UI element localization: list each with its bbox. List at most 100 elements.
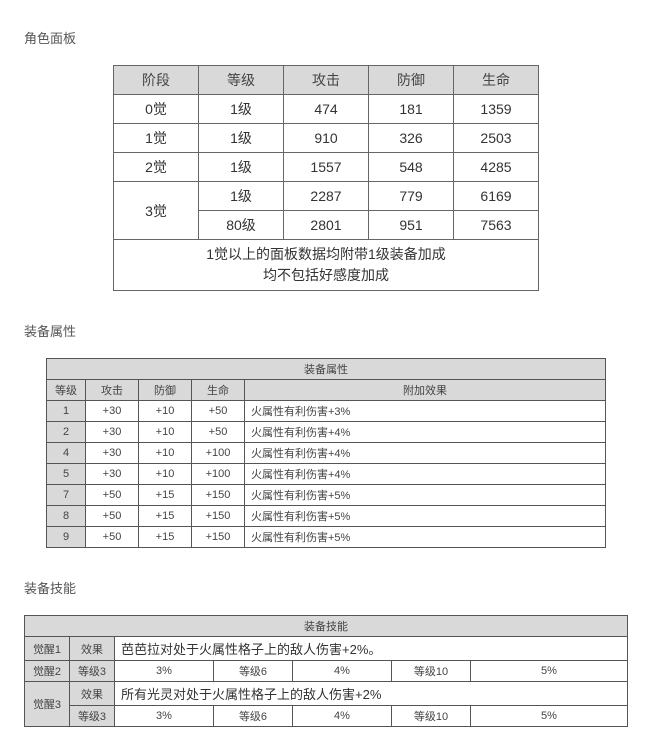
equip-row: 8+50+15+150火属性有利伤害+5% [47, 506, 606, 527]
panel-cell-stage: 3觉 [114, 182, 199, 240]
panel-note-row: 1觉以上的面板数据均附带1级装备加成 均不包括好感度加成 [114, 240, 539, 291]
section-title-panel: 角色面板 [24, 28, 628, 47]
equip-cell-lvl: 2 [47, 422, 86, 443]
panel-cell-stage: 0觉 [114, 95, 199, 124]
equip-cell-atk: +30 [86, 422, 139, 443]
panel-cell-level: 1级 [199, 182, 284, 211]
skill-tier-val: 3% [115, 661, 214, 682]
equip-cell-effect: 火属性有利伤害+5% [245, 527, 606, 548]
section-title-equip: 装备属性 [24, 321, 628, 340]
equip-cell-hp: +150 [192, 485, 245, 506]
equip-table-wrap: 装备属性 等级 攻击 防御 生命 附加效果 1+30+10+50火属性有利伤害+… [24, 358, 628, 548]
panel-col-stage: 阶段 [114, 66, 199, 95]
skill-effect-text: 所有光灵对处于火属性格子上的敌人伤害+2% [115, 682, 628, 706]
equip-row: 5+30+10+100火属性有利伤害+4% [47, 464, 606, 485]
panel-cell-level: 1级 [199, 124, 284, 153]
panel-cell-def: 779 [369, 182, 454, 211]
equip-title-row: 装备属性 [47, 359, 606, 380]
skill-row: 等级3 3% 等级6 4% 等级10 5% [25, 706, 628, 727]
panel-row: 1觉 1级 910 326 2503 [114, 124, 539, 153]
equip-cell-effect: 火属性有利伤害+4% [245, 422, 606, 443]
equip-cell-def: +15 [139, 506, 192, 527]
panel-cell-atk: 2287 [284, 182, 369, 211]
equip-cell-atk: +50 [86, 506, 139, 527]
equip-cell-lvl: 9 [47, 527, 86, 548]
equip-col-hp: 生命 [192, 380, 245, 401]
skill-tier-label: 等级3 [70, 661, 115, 682]
skill-tier-val: 4% [293, 661, 392, 682]
skill-awaken-label: 觉醒3 [25, 682, 70, 727]
panel-table: 阶段 等级 攻击 防御 生命 0觉 1级 474 181 1359 1觉 1级 … [113, 65, 539, 291]
equip-col-def: 防御 [139, 380, 192, 401]
equip-cell-effect: 火属性有利伤害+4% [245, 443, 606, 464]
skill-awaken-label: 觉醒2 [25, 661, 70, 682]
skill-awaken-label: 觉醒1 [25, 637, 70, 661]
panel-cell-hp: 7563 [454, 211, 539, 240]
equip-cell-hp: +50 [192, 401, 245, 422]
panel-table-wrap: 阶段 等级 攻击 防御 生命 0觉 1级 474 181 1359 1觉 1级 … [24, 65, 628, 291]
skill-row: 觉醒1 效果 芭芭拉对处于火属性格子上的敌人伤害+2%。 [25, 637, 628, 661]
panel-cell-atk: 474 [284, 95, 369, 124]
panel-cell-atk: 2801 [284, 211, 369, 240]
panel-col-def: 防御 [369, 66, 454, 95]
equip-col-lvl: 等级 [47, 380, 86, 401]
equip-cell-lvl: 7 [47, 485, 86, 506]
skill-tier-label: 等级3 [70, 706, 115, 727]
panel-col-level: 等级 [199, 66, 284, 95]
equip-cell-atk: +30 [86, 443, 139, 464]
panel-col-hp: 生命 [454, 66, 539, 95]
skill-effect-label: 效果 [70, 637, 115, 661]
equip-row: 9+50+15+150火属性有利伤害+5% [47, 527, 606, 548]
panel-note-line1: 1觉以上的面板数据均附带1级装备加成 [120, 244, 532, 265]
skill-tier-label: 等级10 [392, 661, 471, 682]
panel-row: 0觉 1级 474 181 1359 [114, 95, 539, 124]
equip-row: 4+30+10+100火属性有利伤害+4% [47, 443, 606, 464]
panel-cell-hp: 4285 [454, 153, 539, 182]
panel-header-row: 阶段 等级 攻击 防御 生命 [114, 66, 539, 95]
equip-cell-def: +10 [139, 443, 192, 464]
skill-row: 觉醒2 等级3 3% 等级6 4% 等级10 5% [25, 661, 628, 682]
skill-tier-val: 5% [471, 661, 628, 682]
skill-row: 觉醒3 效果 所有光灵对处于火属性格子上的敌人伤害+2% [25, 682, 628, 706]
skill-table-wrap: 装备技能 觉醒1 效果 芭芭拉对处于火属性格子上的敌人伤害+2%。 觉醒2 等级… [24, 615, 628, 727]
equip-cell-def: +10 [139, 422, 192, 443]
equip-cell-hp: +150 [192, 506, 245, 527]
equip-row: 1+30+10+50火属性有利伤害+3% [47, 401, 606, 422]
panel-cell-def: 951 [369, 211, 454, 240]
panel-cell-hp: 6169 [454, 182, 539, 211]
equip-cell-def: +15 [139, 527, 192, 548]
equip-col-atk: 攻击 [86, 380, 139, 401]
panel-cell-def: 326 [369, 124, 454, 153]
skill-tier-label: 等级6 [214, 661, 293, 682]
skill-effect-text: 芭芭拉对处于火属性格子上的敌人伤害+2%。 [115, 637, 628, 661]
equip-cell-lvl: 8 [47, 506, 86, 527]
equip-title-cell: 装备属性 [47, 359, 606, 380]
panel-cell-level: 80级 [199, 211, 284, 240]
equip-cell-atk: +50 [86, 485, 139, 506]
skill-title-cell: 装备技能 [25, 616, 628, 637]
equip-col-effect: 附加效果 [245, 380, 606, 401]
panel-note-line2: 均不包括好感度加成 [120, 265, 532, 286]
panel-cell-hp: 2503 [454, 124, 539, 153]
equip-cell-lvl: 4 [47, 443, 86, 464]
panel-col-atk: 攻击 [284, 66, 369, 95]
equip-cell-hp: +100 [192, 443, 245, 464]
equip-cell-effect: 火属性有利伤害+3% [245, 401, 606, 422]
skill-tier-val: 3% [115, 706, 214, 727]
section-title-skill: 装备技能 [24, 578, 628, 597]
equip-cell-effect: 火属性有利伤害+5% [245, 506, 606, 527]
equip-row: 7+50+15+150火属性有利伤害+5% [47, 485, 606, 506]
skill-title-row: 装备技能 [25, 616, 628, 637]
panel-cell-atk: 910 [284, 124, 369, 153]
skill-tier-label: 等级10 [392, 706, 471, 727]
skill-tier-label: 等级6 [214, 706, 293, 727]
equip-cell-def: +10 [139, 401, 192, 422]
equip-cell-effect: 火属性有利伤害+4% [245, 464, 606, 485]
panel-cell-def: 548 [369, 153, 454, 182]
equip-cell-hp: +50 [192, 422, 245, 443]
equip-cell-lvl: 5 [47, 464, 86, 485]
panel-row: 3觉 1级 2287 779 6169 [114, 182, 539, 211]
panel-cell-level: 1级 [199, 95, 284, 124]
equip-cell-atk: +30 [86, 401, 139, 422]
panel-cell-atk: 1557 [284, 153, 369, 182]
